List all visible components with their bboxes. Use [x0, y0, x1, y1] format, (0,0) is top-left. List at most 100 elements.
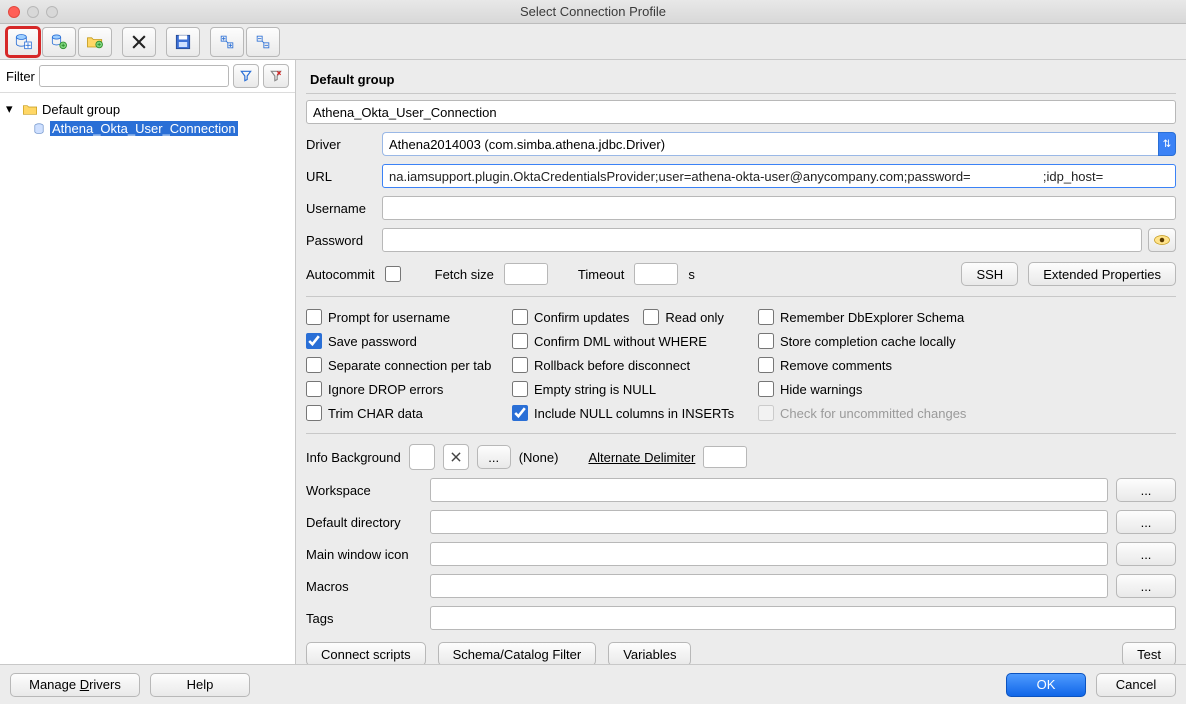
default-directory-label: Default directory [306, 515, 422, 530]
confirm-updates-label: Confirm updates [534, 310, 629, 325]
timeout-input[interactable] [634, 263, 678, 285]
prompt-username-label: Prompt for username [328, 310, 450, 325]
eye-icon [1153, 233, 1171, 247]
funnel-icon [239, 69, 253, 83]
confirm-dml-checkbox[interactable] [512, 333, 528, 349]
password-input[interactable] [382, 228, 1142, 252]
confirm-updates-checkbox[interactable] [512, 309, 528, 325]
connect-scripts-button[interactable]: Connect scripts [306, 642, 426, 664]
store-completion-checkbox[interactable] [758, 333, 774, 349]
password-label: Password [306, 233, 376, 248]
check-uncommitted-checkbox [758, 405, 774, 421]
separate-connection-label: Separate connection per tab [328, 358, 491, 373]
footer: Manage Drivers Help OK Cancel [0, 664, 1186, 704]
twisty-icon[interactable]: ▾ [6, 101, 18, 117]
options-grid: Prompt for username Confirm updates Read… [306, 307, 1176, 423]
delete-button[interactable] [122, 27, 156, 57]
manage-drivers-button[interactable]: Manage Drivers [10, 673, 140, 697]
copy-profile-button[interactable] [42, 27, 76, 57]
ssh-button[interactable]: SSH [961, 262, 1018, 286]
fetch-size-input[interactable] [504, 263, 548, 285]
macros-browse-button[interactable]: ... [1116, 574, 1176, 598]
info-bg-label: Info Background [306, 450, 401, 465]
main-window-icon-label: Main window icon [306, 547, 422, 562]
funnel-clear-icon [269, 69, 283, 83]
default-directory-browse-button[interactable]: ... [1116, 510, 1176, 534]
username-label: Username [306, 201, 376, 216]
profile-tree[interactable]: ▾ Default group Athena_Okta_User_Connect… [0, 93, 295, 664]
prompt-username-checkbox[interactable] [306, 309, 322, 325]
folder-icon [22, 102, 38, 116]
show-password-button[interactable] [1148, 228, 1176, 252]
check-uncommitted-label: Check for uncommitted changes [780, 406, 966, 421]
include-null-checkbox[interactable] [512, 405, 528, 421]
driver-label: Driver [306, 137, 376, 152]
workspace-browse-button[interactable]: ... [1116, 478, 1176, 502]
rollback-before-checkbox[interactable] [512, 357, 528, 373]
chevron-updown-icon: ⇅ [1158, 132, 1176, 156]
titlebar: Select Connection Profile [0, 0, 1186, 24]
save-password-checkbox[interactable] [306, 333, 322, 349]
database-copy-icon [49, 32, 69, 52]
remove-comments-label: Remove comments [780, 358, 892, 373]
tree-item-selected[interactable]: Athena_Okta_User_Connection [4, 119, 291, 138]
main-window-icon-browse-button[interactable]: ... [1116, 542, 1176, 566]
autocommit-checkbox[interactable] [385, 266, 401, 282]
rollback-before-label: Rollback before disconnect [534, 358, 690, 373]
driver-select[interactable]: Athena2014003 (com.simba.athena.jdbc.Dri… [382, 132, 1176, 156]
expand-all-button[interactable] [210, 27, 244, 57]
tags-input[interactable] [430, 606, 1176, 630]
info-bg-clear-button[interactable] [443, 444, 469, 470]
trim-char-checkbox[interactable] [306, 405, 322, 421]
info-bg-none-label: (None) [519, 450, 559, 465]
extended-properties-button[interactable]: Extended Properties [1028, 262, 1176, 286]
expand-icon [217, 32, 237, 52]
delete-icon [129, 32, 149, 52]
ignore-drop-checkbox[interactable] [306, 381, 322, 397]
info-bg-color-swatch[interactable] [409, 444, 435, 470]
separate-connection-checkbox[interactable] [306, 357, 322, 373]
hide-warnings-checkbox[interactable] [758, 381, 774, 397]
read-only-label: Read only [665, 310, 724, 325]
help-button[interactable]: Help [150, 673, 250, 697]
filter-apply-button[interactable] [233, 64, 259, 88]
hide-warnings-label: Hide warnings [780, 382, 862, 397]
new-profile-button[interactable] [6, 27, 40, 57]
store-completion-label: Store completion cache locally [780, 334, 956, 349]
tree-group[interactable]: ▾ Default group [4, 99, 291, 119]
profile-name-input[interactable] [306, 100, 1176, 124]
timeout-unit: s [688, 267, 695, 282]
info-bg-browse-button[interactable]: ... [477, 445, 511, 469]
schema-catalog-filter-button[interactable]: Schema/Catalog Filter [438, 642, 597, 664]
cancel-button[interactable]: Cancel [1096, 673, 1176, 697]
filter-label: Filter [6, 69, 35, 84]
empty-null-label: Empty string is NULL [534, 382, 656, 397]
default-directory-input[interactable] [430, 510, 1108, 534]
remove-comments-checkbox[interactable] [758, 357, 774, 373]
remember-dbexplorer-checkbox[interactable] [758, 309, 774, 325]
workspace-label: Workspace [306, 483, 422, 498]
read-only-checkbox[interactable] [643, 309, 659, 325]
macros-input[interactable] [430, 574, 1108, 598]
alternate-delimiter-label[interactable]: Alternate Delimiter [588, 450, 695, 465]
window-title: Select Connection Profile [0, 4, 1186, 19]
filter-clear-button[interactable] [263, 64, 289, 88]
ok-button[interactable]: OK [1006, 673, 1086, 697]
new-folder-button[interactable] [78, 27, 112, 57]
username-input[interactable] [382, 196, 1176, 220]
test-button[interactable]: Test [1122, 642, 1176, 664]
empty-null-checkbox[interactable] [512, 381, 528, 397]
macros-label: Macros [306, 579, 422, 594]
main-window-icon-input[interactable] [430, 542, 1108, 566]
workspace-input[interactable] [430, 478, 1108, 502]
filter-input[interactable] [39, 65, 229, 87]
alternate-delimiter-input[interactable] [703, 446, 747, 468]
save-button[interactable] [166, 27, 200, 57]
variables-button[interactable]: Variables [608, 642, 691, 664]
profile-panel: Default group Driver Athena2014003 (com.… [296, 60, 1186, 664]
fetch-size-label: Fetch size [435, 267, 494, 282]
remember-dbexplorer-label: Remember DbExplorer Schema [780, 310, 964, 325]
collapse-all-button[interactable] [246, 27, 280, 57]
url-input[interactable] [382, 164, 1176, 188]
include-null-label: Include NULL columns in INSERTs [534, 406, 734, 421]
